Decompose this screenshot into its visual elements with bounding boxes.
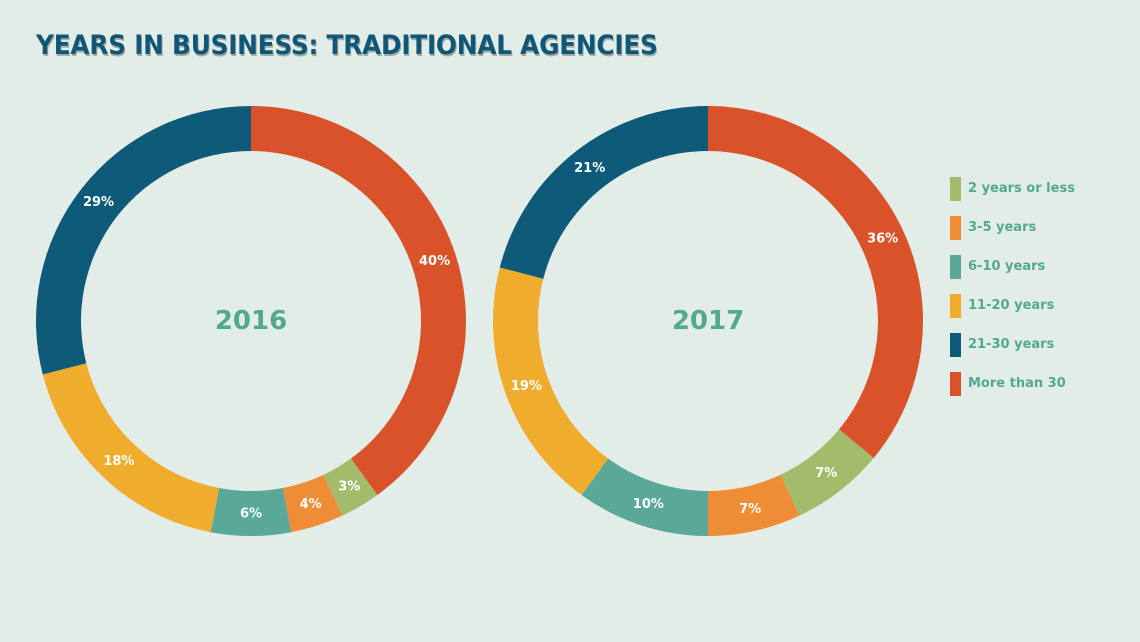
donut-center-label-2016: 2016 — [215, 306, 287, 336]
slice-2017-2-years-or-less — [780, 429, 874, 516]
legend-label: 11-20 years — [968, 298, 1055, 313]
donut-chart-2017: 36% 7% 7% 10% 19% 21% 2017 — [492, 106, 923, 536]
slice-2017-21-30-years — [499, 106, 708, 279]
donut-center-label-2017: 2017 — [672, 306, 744, 336]
legend-item-6-10-years: 6-10 years — [950, 254, 1075, 279]
slice-label-2017-11-20-years: 19% — [511, 379, 542, 394]
legend-item-2-years-or-less: 2 years or less — [950, 176, 1075, 201]
slice-2016-2-years-or-less — [323, 458, 378, 516]
slice-2017-more-than-30 — [708, 106, 923, 459]
slice-label-2017-6-10-years: 10% — [633, 497, 664, 512]
slice-2017-3-5-years — [708, 474, 800, 536]
slice-2016-more-than-30 — [251, 106, 467, 495]
slice-label-2016-11-20-years: 18% — [103, 454, 134, 469]
slice-label-2017-21-30-years: 21% — [574, 161, 605, 176]
legend-item-11-20-years: 11-20 years — [950, 293, 1075, 318]
chart-title: YEARS IN BUSINESS: TRADITIONAL AGENCIES — [36, 30, 658, 61]
legend-item-more-than-30: More than 30 — [950, 371, 1075, 396]
legend-item-21-30-years: 21-30 years — [950, 332, 1075, 357]
slice-label-2017-3-5-years: 7% — [739, 502, 761, 517]
slice-label-2017-more-than-30: 36% — [867, 231, 898, 246]
legend-item-3-5-years: 3-5 years — [950, 215, 1075, 240]
legend-label: 6-10 years — [968, 259, 1046, 274]
slice-label-2016-3-5-years: 4% — [300, 497, 322, 512]
donut-chart-2016: 40% 3% 4% 6% 18% 29% 2016 — [35, 106, 467, 536]
slice-label-2016-more-than-30: 40% — [419, 254, 450, 269]
slice-2016-6-10-years — [210, 487, 292, 536]
slice-2016-11-20-years — [42, 363, 220, 533]
legend-label: More than 30 — [968, 376, 1066, 391]
legend-swatch — [950, 176, 961, 201]
slice-2016-21-30-years — [35, 106, 252, 375]
legend-swatch — [950, 293, 961, 318]
legend-swatch — [950, 215, 961, 240]
slice-label-2016-6-10-years: 6% — [240, 507, 262, 522]
slice-2016-3-5-years — [282, 474, 343, 533]
legend-label: 3-5 years — [968, 220, 1037, 235]
legend-swatch — [950, 332, 961, 357]
slice-label-2016-2-years-or-less: 3% — [338, 480, 360, 495]
slice-2017-6-10-years — [581, 458, 708, 536]
slice-2017-11-20-years — [492, 267, 609, 495]
legend: 2 years or less 3-5 years 6-10 years 11-20 … — [950, 176, 1075, 410]
legend-label: 2 years or less — [968, 181, 1075, 196]
legend-swatch — [950, 254, 961, 279]
slice-label-2016-21-30-years: 29% — [83, 195, 114, 210]
legend-label: 21-30 years — [968, 337, 1055, 352]
legend-swatch — [950, 371, 961, 396]
slice-label-2017-2-years-or-less: 7% — [815, 466, 837, 481]
